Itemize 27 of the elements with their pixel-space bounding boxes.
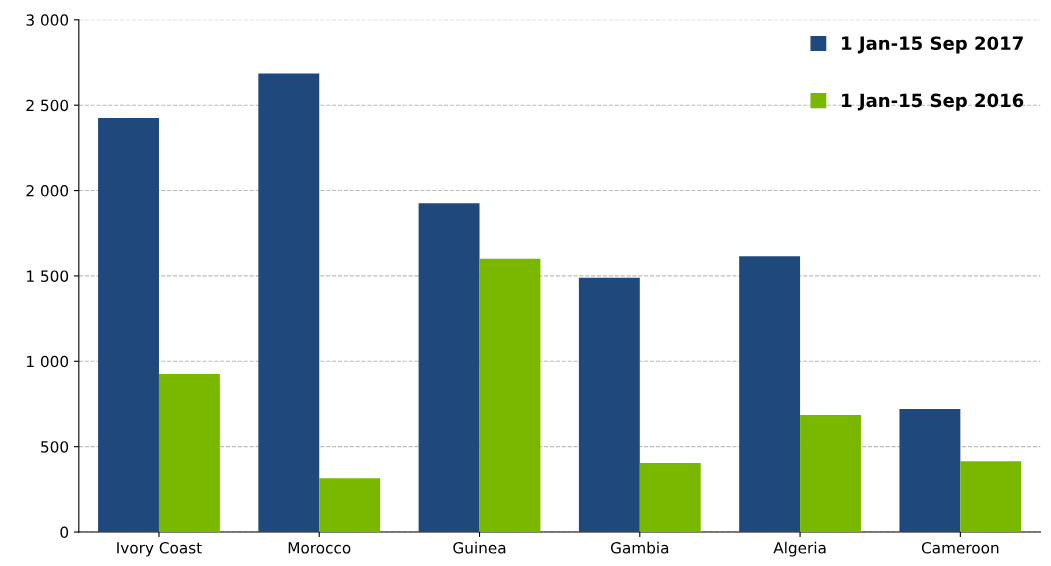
y-tick-label: 3 000 — [26, 14, 69, 26]
bar — [960, 461, 1022, 533]
x-tick-label: Ivory Coast — [117, 542, 202, 557]
y-tick-label: 2 000 — [26, 185, 69, 197]
bar — [578, 277, 640, 533]
bar — [319, 478, 381, 533]
bar — [98, 117, 159, 533]
bar — [258, 73, 320, 533]
bar — [639, 462, 701, 533]
y-tick-label: 1 000 — [27, 355, 69, 368]
bar — [739, 256, 801, 533]
legend-label: 1 Jan-15 Sep 2016 — [842, 93, 1024, 111]
bar — [899, 409, 961, 533]
y-tick-label: 2 500 — [26, 99, 69, 112]
x-tick-label: Gambia — [610, 541, 669, 554]
y-tick-label: 500 — [41, 441, 69, 453]
y-tick-label: 1 500 — [27, 270, 69, 282]
x-tick-label: Algeria — [773, 541, 826, 557]
x-tick-label: Morocco — [288, 542, 351, 554]
legend-label: 1 Jan-15 Sep 2017 — [842, 36, 1023, 54]
bar — [418, 203, 480, 533]
y-tick-label: 0 — [60, 526, 69, 539]
x-tick-label: Cameroon — [921, 542, 999, 554]
bar — [479, 258, 541, 533]
x-tick-label: Guinea — [453, 541, 506, 554]
bar — [158, 374, 220, 533]
bar — [800, 415, 861, 533]
